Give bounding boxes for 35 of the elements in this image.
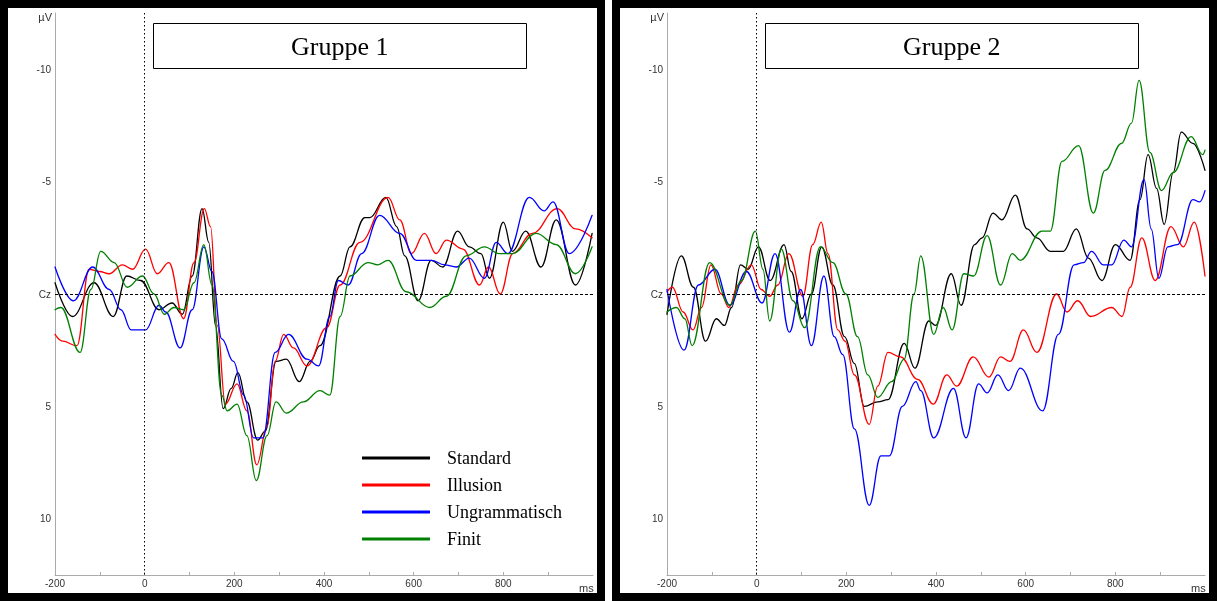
x-axis-title: ms [579, 581, 595, 594]
y-tick-label: Cz [650, 288, 663, 300]
text: Gruppe 1 [291, 31, 389, 61]
y-tick-label: 10 [39, 513, 52, 525]
y-axis-title: µV [650, 10, 665, 23]
y-tick-label: -5 [42, 176, 52, 188]
line-series [666, 221, 1206, 426]
x-tick-label: 400 [927, 577, 945, 589]
y-axis-title: µV [38, 10, 53, 23]
legend-label: Finit [447, 529, 482, 549]
y-tick-label: -10 [36, 63, 52, 75]
x-tick-label: 600 [405, 577, 423, 589]
line-series [666, 178, 1206, 506]
x-tick-label: 200 [225, 577, 244, 589]
y-tick-label: -5 [654, 176, 664, 188]
line-series [666, 79, 1206, 399]
x-tick-label: -200 [44, 577, 66, 589]
y-tick-label: 10 [651, 513, 664, 525]
text: Gruppe 2 [903, 31, 1001, 61]
x-tick-label: 800 [494, 577, 513, 589]
x-tick-label: 400 [315, 577, 333, 589]
legend-label: Standard [447, 448, 512, 468]
x-tick-label: -200 [656, 577, 678, 589]
y-tick-label: 5 [657, 400, 664, 412]
y-tick-label: Cz [38, 288, 51, 300]
legend-label: Illusion [447, 475, 503, 495]
x-tick-label: 0 [753, 577, 760, 589]
x-tick-label: 600 [1017, 577, 1035, 589]
y-tick-label: 5 [45, 400, 52, 412]
x-axis-title: ms [1191, 581, 1207, 594]
x-tick-label: 800 [1106, 577, 1125, 589]
legend-label: Ungrammatisch [447, 502, 563, 522]
x-tick-label: 0 [141, 577, 148, 589]
x-tick-label: 200 [837, 577, 856, 589]
y-tick-label: -10 [648, 63, 664, 75]
